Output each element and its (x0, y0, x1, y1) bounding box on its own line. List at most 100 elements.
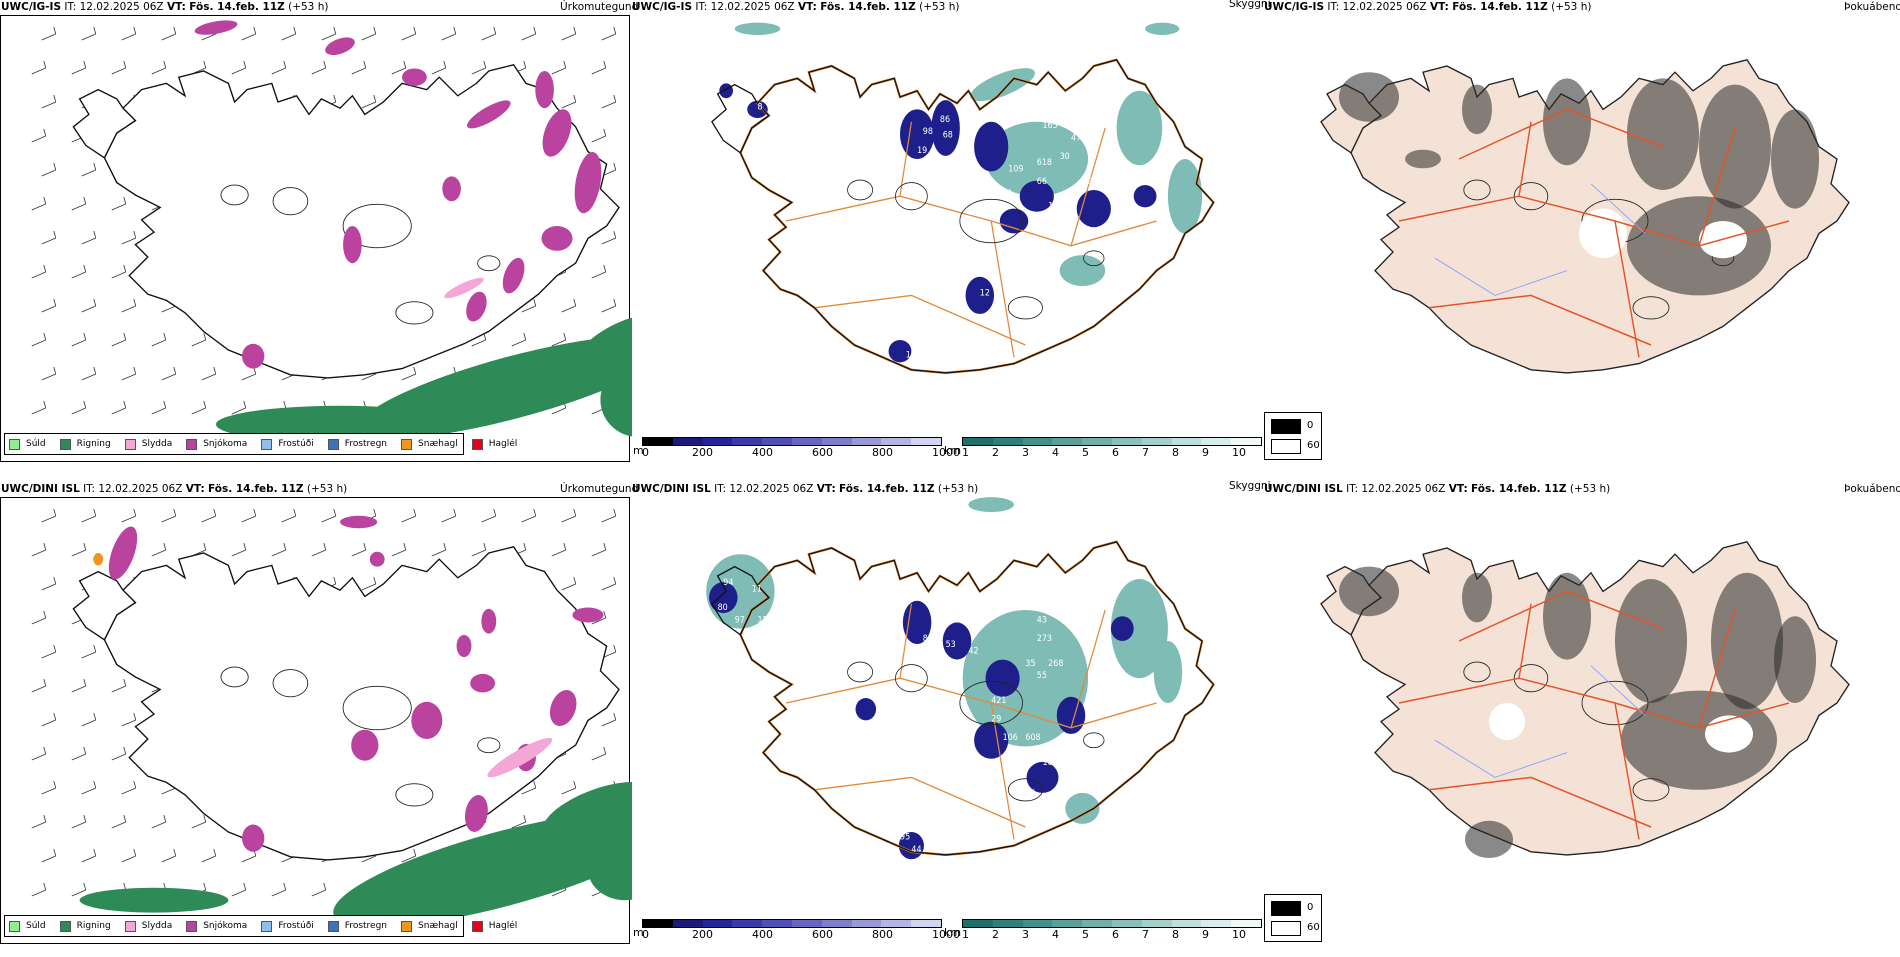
wind-barb (401, 515, 416, 523)
low-cloud-area (1026, 761, 1059, 793)
visibility-colorbar-cell (1022, 438, 1053, 445)
visibility-area (1110, 579, 1168, 679)
wind-barb (111, 203, 126, 211)
cloud-glacier-outline (847, 661, 874, 683)
wind-barb (41, 719, 56, 727)
visibility-tick-label: 5 (1082, 928, 1089, 941)
wind-barb (41, 305, 56, 313)
wind-barb (441, 33, 456, 41)
wind-barb (121, 787, 136, 795)
wind-barb-flag (83, 196, 87, 205)
wind-barb (81, 305, 96, 313)
wind-barb (391, 67, 406, 75)
cloud-iceland-outline (739, 59, 1215, 374)
snow-area (470, 673, 495, 693)
visibility-colorbar-cell (1022, 920, 1053, 927)
precip-legend-swatch (471, 438, 483, 450)
wind-barb (41, 169, 56, 177)
wind-barb-flag (603, 610, 607, 619)
visibility-colorbar-cell (1111, 920, 1142, 927)
wind-barb-flag (613, 94, 617, 103)
precip-glacier-outline (395, 301, 434, 325)
wind-barb (41, 855, 56, 863)
rain-area (588, 838, 632, 901)
wind-barb-flag (243, 60, 247, 69)
wind-barb (161, 373, 176, 381)
low-cloud-area (974, 721, 1009, 759)
precip-legend-item: Snæhagl (401, 920, 458, 932)
wind-barb (81, 855, 96, 863)
wind-barb-flag (53, 848, 57, 857)
wind-barb-flag (83, 542, 87, 551)
wind-barb-flag (613, 162, 617, 171)
wind-barb-flag (533, 508, 537, 517)
precip-legend-item: Frostregn (327, 920, 387, 932)
wind-barb-flag (123, 814, 127, 823)
fog-index-panel: UWC/DINI ISL IT: 12.02.2025 06Z VT: Fös.… (1264, 482, 1900, 957)
wind-barb (161, 855, 176, 863)
cloud-base-number: 19 (1014, 769, 1024, 779)
cloud-base-number: 66 (1037, 175, 1047, 185)
wind-barb (71, 753, 86, 761)
precip-iceland-outline (103, 64, 620, 379)
cloud-base-number: 145 (957, 144, 972, 154)
wind-barb (521, 515, 536, 523)
visibility-colorbar-cell (1082, 438, 1112, 445)
road-network (785, 121, 1157, 358)
precip-glacier-outline (272, 187, 309, 216)
wind-barb (591, 549, 606, 557)
wind-barb (231, 407, 246, 415)
wind-barb-flag (613, 644, 617, 653)
wind-barb-flag (123, 60, 127, 69)
wind-barb-flag (53, 94, 57, 103)
wind-barb (591, 753, 606, 761)
wind-barb-flag (573, 94, 577, 103)
wind-barb-flag (603, 746, 607, 755)
visibility-tick-label: 8 (1172, 928, 1179, 941)
wind-barb-flag (613, 298, 617, 307)
road-network (1398, 590, 1790, 840)
wind-barb-flag (53, 26, 57, 35)
fog-index-area (1774, 616, 1816, 703)
wind-barb-flag (283, 60, 287, 69)
wind-barb-flag (43, 400, 47, 409)
visibility-colorbar-cell (1111, 438, 1142, 445)
cloud-base-number: 84 (923, 633, 933, 643)
snow-area (442, 176, 461, 202)
wind-barb (161, 305, 176, 313)
fog-index-area (1627, 78, 1699, 190)
wind-barb-flag (133, 298, 137, 307)
wind-barb (81, 169, 96, 177)
wind-barb-flag (203, 60, 207, 69)
precip-legend-label: Snjókoma (203, 439, 248, 449)
cloud-base-colorbar-cell (643, 438, 673, 445)
visibility-tick-label: 7 (1142, 928, 1149, 941)
precip-legend-label: Rigning (76, 921, 111, 931)
precip-legend-item: Snjókoma (186, 438, 248, 450)
precip-map-frame (0, 497, 630, 944)
wind-barb-flag (93, 712, 97, 721)
wind-barb-flag (53, 712, 57, 721)
wind-barb-flag (243, 400, 247, 409)
wind-barb (431, 549, 446, 557)
cloud-base-number: 8 (758, 101, 763, 111)
wind-barb-flag (323, 60, 327, 69)
visibility-tick-label: 8 (1172, 446, 1179, 459)
wind-barb-flag (53, 366, 57, 375)
precip-legend-swatch (327, 920, 339, 932)
wind-barb (191, 407, 206, 415)
cloud-westfjords-outline (711, 83, 770, 154)
wind-barb (31, 549, 46, 557)
wind-barb (41, 583, 56, 591)
wind-barb (161, 787, 176, 795)
visibility-tick-label: 7 (1142, 446, 1149, 459)
cloud-base-number: 94 (723, 577, 733, 587)
precip-legend-swatch (59, 920, 71, 932)
cloud-base-number: 29 (991, 713, 1001, 723)
visibility-colorbar-cell (1201, 920, 1232, 927)
wind-barb-flag (43, 814, 47, 823)
fog-glacier-outline (1463, 179, 1491, 201)
wind-barb-flag (83, 678, 87, 687)
wind-barb-flag (603, 542, 607, 551)
precip-legend: Súld Rigning Slydda Snjókoma Frostúði Frostre… (4, 433, 517, 455)
